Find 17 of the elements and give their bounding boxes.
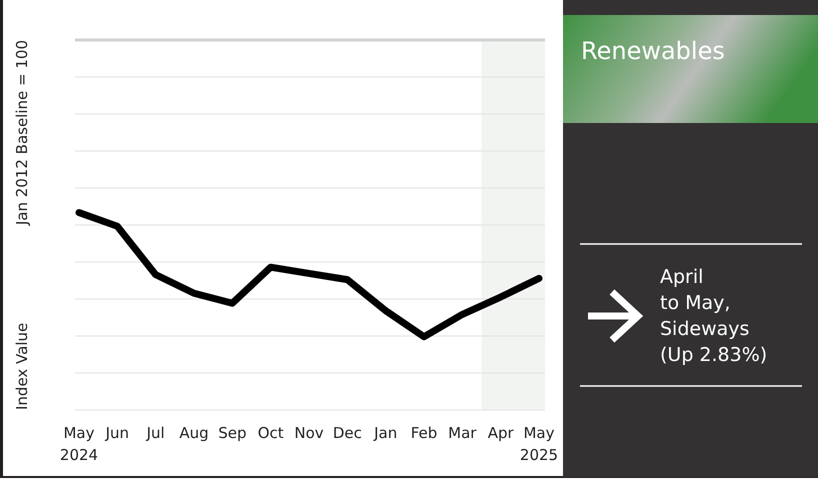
x-tick-label: Aug	[179, 424, 209, 442]
y-axis-title: Index Value	[13, 322, 31, 410]
text: Renewables	[581, 37, 725, 65]
text: April to May, Sideways (Up 2.83%)	[660, 266, 768, 366]
x-tick-label: Jul	[146, 424, 165, 442]
x-tick-label: Sep	[218, 424, 246, 442]
x-tick-label: Oct	[258, 424, 284, 442]
x-tick-label: Mar	[448, 424, 478, 442]
x-tick-label: Dec	[332, 424, 362, 442]
x-tick-label: May 2025	[520, 424, 558, 464]
x-tick-label: Feb	[410, 424, 438, 442]
x-tick-label: Apr	[488, 424, 514, 442]
x-tick-label: May 2024	[60, 424, 98, 464]
text: Jan 2012 Baseline = 100	[13, 40, 31, 226]
x-tick-label: Jun	[104, 424, 130, 442]
x-tick-label: Jan	[373, 424, 398, 442]
x-tick-label: Nov	[294, 424, 324, 442]
